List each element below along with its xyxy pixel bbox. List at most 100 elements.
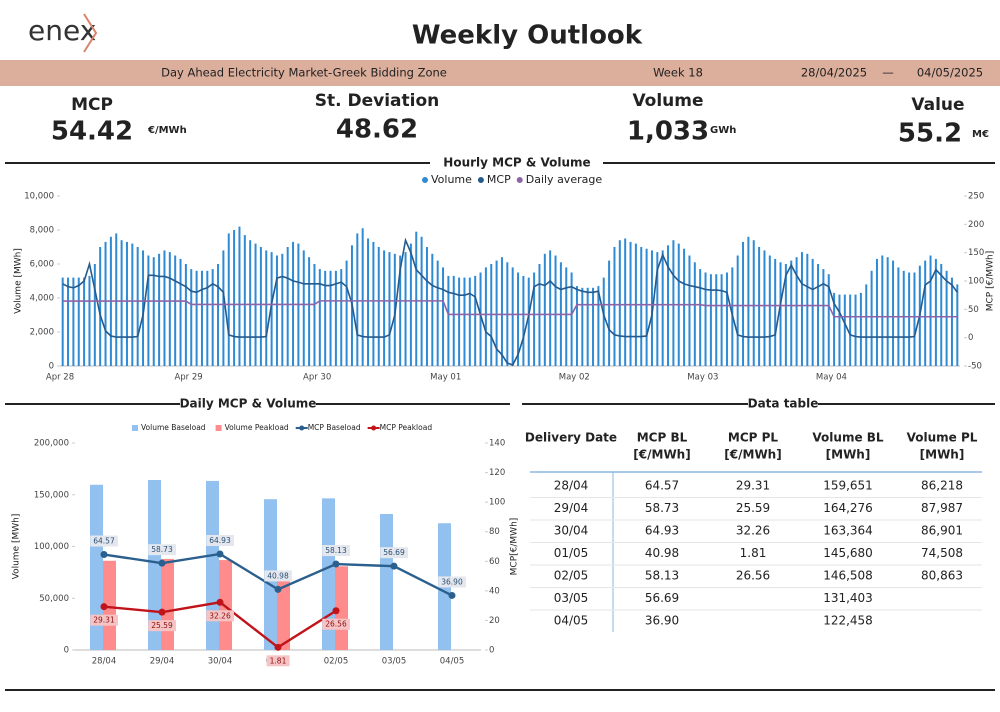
bar: [934, 258, 937, 366]
table-cell: 58.73: [645, 501, 679, 515]
bar: [324, 270, 327, 366]
kpi-label: Value: [911, 95, 964, 115]
bar: [693, 262, 696, 366]
y2-axis-label: MCP [€/MWh]: [986, 251, 996, 312]
bar: [522, 275, 525, 366]
bar: [624, 238, 627, 366]
bar: [265, 250, 268, 366]
bar: [152, 257, 155, 366]
y-tick-label: 0: [64, 646, 69, 656]
y-tick-label: 4,000: [30, 294, 54, 304]
bar: [474, 275, 477, 366]
point: [158, 608, 166, 616]
legend-swatch: [299, 425, 305, 431]
bar: [131, 243, 134, 366]
data-label: 56.69: [383, 548, 405, 557]
bar: [340, 269, 343, 366]
bar: [243, 235, 246, 366]
bar: [318, 269, 321, 366]
bar: [345, 260, 348, 366]
bar: [929, 255, 932, 366]
bar: [104, 241, 107, 366]
bar: [388, 252, 391, 366]
table-cell: 25.59: [736, 501, 770, 515]
bar: [72, 277, 75, 366]
table-cell: 29.31: [736, 479, 770, 493]
y2-tick-label: 120: [489, 468, 505, 478]
table-cell: 74,508: [921, 546, 963, 560]
bar: [409, 243, 412, 366]
y2-tick-label: 100: [968, 277, 984, 287]
y-tick-label: 100,000: [34, 542, 69, 552]
bar: [870, 270, 873, 366]
table-cell: 32.26: [736, 524, 770, 538]
bar: [184, 264, 187, 366]
bar: [147, 255, 150, 366]
bar: [683, 248, 686, 366]
bar: [795, 257, 798, 366]
bar: [206, 480, 219, 650]
table-header: Volume PL: [907, 431, 978, 445]
table-cell: 163,364: [823, 524, 873, 538]
kpi-value: 54.42: [51, 117, 133, 147]
bar: [442, 267, 445, 366]
table-cell: 146,508: [823, 569, 873, 583]
bar: [431, 253, 434, 366]
legend-swatch: [371, 425, 377, 431]
table-cell: 64.57: [645, 479, 679, 493]
bar: [356, 233, 359, 366]
bar: [768, 255, 771, 366]
section-title: Daily MCP & Volume: [180, 397, 317, 411]
x-tick-label: 30/04: [208, 657, 233, 667]
legend-label: MCP Peakload: [380, 423, 433, 432]
y2-tick-label: 0: [968, 333, 973, 343]
bar: [881, 255, 884, 366]
legend-label: Volume: [431, 173, 472, 186]
point: [274, 585, 282, 593]
x-tick-label: May 01: [430, 373, 461, 383]
bar: [565, 267, 568, 366]
y2-tick-label: 140: [489, 439, 505, 449]
bar: [865, 284, 868, 366]
table-cell: 131,403: [823, 591, 873, 605]
table-header: [MWh]: [826, 448, 871, 462]
bar: [586, 287, 589, 366]
bar: [886, 257, 889, 366]
y2-tick-label: 100: [489, 498, 505, 508]
bar: [436, 260, 439, 366]
bar: [125, 241, 128, 366]
legend-swatch: [516, 177, 523, 183]
bar: [383, 250, 386, 366]
y2-tick-label: 0: [489, 646, 494, 656]
bar: [854, 294, 857, 366]
data-label-box: [90, 614, 118, 626]
data-label: 36.90: [441, 577, 463, 586]
bar: [725, 272, 728, 366]
bar: [843, 294, 846, 366]
data-label: 64.93: [209, 536, 231, 545]
table-header: Delivery Date: [525, 431, 617, 445]
legend-swatch: [477, 177, 484, 183]
bar: [219, 560, 232, 650]
bar: [833, 292, 836, 366]
bar: [715, 274, 718, 366]
table-cell: 87,987: [921, 501, 963, 515]
bar: [790, 260, 793, 366]
line: [62, 300, 958, 318]
bar: [592, 287, 595, 366]
data-label-box: [380, 547, 408, 559]
bar: [399, 255, 402, 366]
y-tick-label: 10,000: [24, 192, 54, 202]
legend-label: MCP: [487, 173, 511, 186]
bar: [168, 252, 171, 366]
point: [448, 591, 456, 599]
bar: [93, 264, 96, 366]
bar: [90, 484, 103, 650]
bar: [179, 258, 182, 366]
bar: [425, 247, 428, 366]
table-header: [MWh]: [920, 448, 965, 462]
legend-label: Volume Peakload: [225, 423, 289, 432]
x-tick-label: 04/05: [440, 657, 465, 667]
bar: [913, 272, 916, 366]
